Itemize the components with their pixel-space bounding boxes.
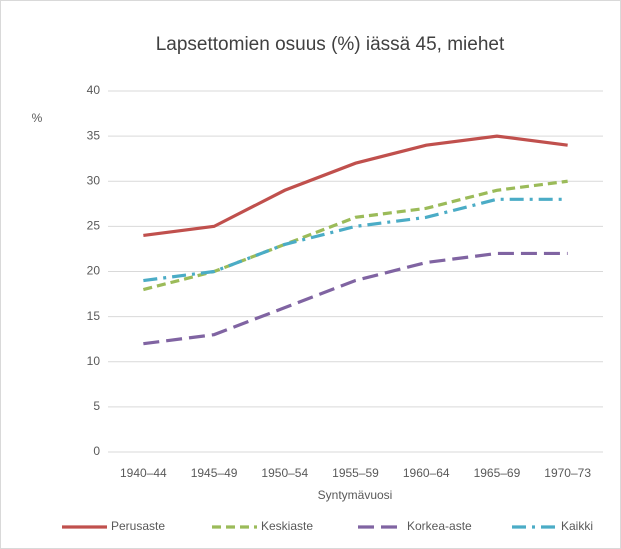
y-tick-label: 10 <box>87 354 101 368</box>
x-tick-label: 1945–49 <box>191 466 238 480</box>
x-tick-label: 1965–69 <box>474 466 521 480</box>
y-axis-label: % <box>32 111 43 125</box>
y-tick-label: 25 <box>87 219 101 233</box>
y-tick-label: 30 <box>87 173 101 187</box>
legend-label: Perusaste <box>111 519 165 533</box>
x-tick-label: 1960–64 <box>403 466 450 480</box>
y-tick-label: 20 <box>87 264 101 278</box>
chart-title: Lapsettomien osuus (%) iässä 45, miehet <box>156 34 505 55</box>
x-tick-label: 1950–54 <box>261 466 308 480</box>
y-tick-label: 0 <box>93 444 100 458</box>
series-line <box>143 251 568 346</box>
series-line <box>143 197 568 283</box>
x-tick-label: 1940–44 <box>120 466 167 480</box>
x-tick-label: 1955–59 <box>332 466 379 480</box>
x-tick-label: 1970–73 <box>544 466 591 480</box>
series-line <box>143 134 568 237</box>
y-tick-label: 15 <box>87 309 101 323</box>
y-tick-label: 35 <box>87 128 101 142</box>
y-tick-label: 5 <box>93 399 100 413</box>
legend-label: Korkea-aste <box>407 519 472 533</box>
legend-label: Keskiaste <box>261 519 313 533</box>
x-axis-label: Syntymävuosi <box>318 488 393 502</box>
y-tick-label: 40 <box>87 83 101 97</box>
legend-label: Kaikki <box>561 519 593 533</box>
